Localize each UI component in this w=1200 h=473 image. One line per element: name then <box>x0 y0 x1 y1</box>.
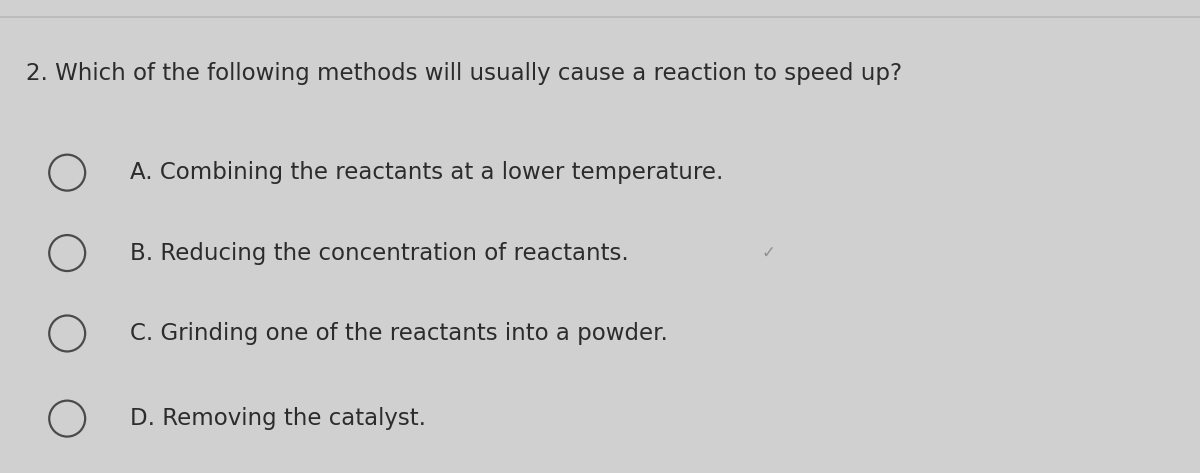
Text: 2. Which of the following methods will usually cause a reaction to speed up?: 2. Which of the following methods will u… <box>26 62 902 85</box>
Text: ✓: ✓ <box>762 244 776 262</box>
Text: A. Combining the reactants at a lower temperature.: A. Combining the reactants at a lower te… <box>130 161 722 184</box>
Text: C. Grinding one of the reactants into a powder.: C. Grinding one of the reactants into a … <box>130 322 667 345</box>
Text: D. Removing the catalyst.: D. Removing the catalyst. <box>130 407 426 430</box>
Text: B. Reducing the concentration of reactants.: B. Reducing the concentration of reactan… <box>130 242 629 264</box>
